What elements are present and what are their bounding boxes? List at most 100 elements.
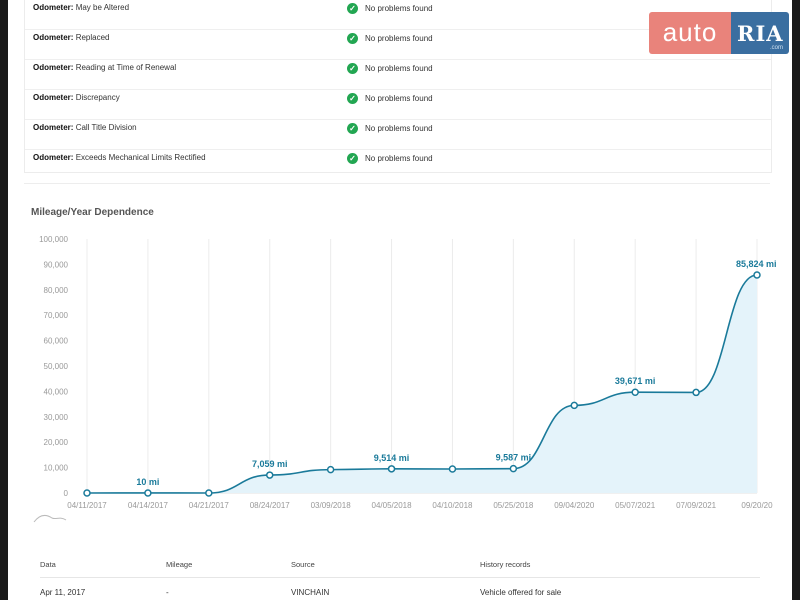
data-point (326, 465, 335, 474)
x-tick-label: 04/21/2017 (189, 501, 230, 510)
x-tick-label: 05/25/2018 (493, 501, 534, 510)
table-cell-date: Apr 11, 2017 (40, 588, 86, 597)
check-status: ✓ No problems found (347, 90, 433, 106)
y-tick-label: 0 (64, 489, 69, 498)
data-label: 7,059 mi (252, 459, 288, 469)
row-divider (25, 59, 771, 60)
data-point (144, 489, 152, 497)
x-tick-label: 04/10/2018 (432, 501, 473, 510)
table-cell-mileage: - (166, 588, 169, 597)
x-tick-label: 04/14/2017 (128, 501, 169, 510)
y-tick-label: 80,000 (44, 286, 69, 295)
table-cell-source: VINCHAIN (291, 588, 330, 597)
check-status: ✓ No problems found (347, 60, 433, 76)
check-label: Odometer: Discrepancy (33, 90, 120, 120)
watermark-auto-text: auto (649, 12, 731, 54)
check-prefix: Odometer: (33, 33, 74, 42)
data-label: 9,514 mi (374, 453, 410, 463)
x-tick-label: 08/24/2017 (250, 501, 291, 510)
check-circle-icon: ✓ (347, 2, 358, 14)
check-prefix: Odometer: (33, 3, 74, 12)
check-row: Odometer: Call Title Division ✓ No proble… (25, 120, 771, 150)
x-tick-label: 03/09/2018 (311, 501, 352, 510)
y-tick-label: 20,000 (44, 438, 69, 447)
data-point (570, 401, 579, 410)
watermark-ria-text: RIA (737, 21, 784, 46)
data-point (692, 388, 700, 397)
data-point (387, 465, 396, 473)
x-tick-label: 09/20/20 (741, 501, 773, 510)
report-page (8, 0, 792, 600)
watermark-ria-box: RIA .com (731, 12, 789, 54)
chart-title: Mileage/Year Dependence (31, 207, 154, 218)
check-row: Odometer: Reading at Time of Renewal ✓ No… (25, 60, 771, 90)
check-name: Call Title Division (75, 123, 137, 132)
row-divider (25, 119, 771, 120)
y-tick-label: 40,000 (44, 387, 69, 396)
y-tick-label: 90,000 (44, 260, 69, 269)
check-status-text: No problems found (365, 63, 433, 73)
table-cell-history-record: Vehicle offered for sale (480, 588, 562, 597)
x-tick-label: 05/07/2021 (615, 501, 656, 510)
mileage-chart-card (24, 183, 770, 529)
check-status-text: No problems found (365, 3, 433, 13)
check-prefix: Odometer: (33, 63, 74, 72)
data-point (205, 489, 213, 497)
area-fill (87, 275, 757, 493)
table-header-source: Source (291, 560, 315, 569)
chart-mini-overview (33, 514, 67, 523)
table-header-divider (40, 577, 760, 578)
data-label: 10 mi (136, 477, 159, 487)
check-status: ✓ No problems found (347, 0, 433, 16)
check-prefix: Odometer: (33, 153, 74, 162)
data-point (509, 464, 518, 473)
check-prefix: Odometer: (33, 93, 74, 102)
check-circle-icon: ✓ (347, 62, 358, 74)
check-row: Odometer: Discrepancy ✓ No problems found (25, 90, 771, 120)
check-label: Odometer: Exceeds Mechanical Limits Rect… (33, 150, 206, 180)
window-frame-left (0, 0, 8, 600)
x-tick-label: 04/11/2017 (67, 501, 107, 510)
data-label: 9,587 mi (496, 453, 532, 463)
data-point (83, 489, 91, 497)
y-tick-label: 100,000 (39, 235, 68, 244)
data-point (753, 271, 761, 279)
table-header-mileage: Mileage (166, 560, 193, 569)
x-tick-label: 04/05/2018 (372, 501, 413, 510)
y-tick-label: 50,000 (44, 362, 69, 371)
table-header-history-records: History records (480, 560, 531, 569)
row-divider (25, 149, 771, 150)
check-circle-icon: ✓ (347, 92, 358, 104)
check-prefix: Odometer: (33, 123, 74, 132)
check-label: Odometer: Replaced (33, 30, 110, 60)
odometer-checks-list: Odometer: May be Altered ✓ No problems fo… (24, 0, 772, 173)
row-divider (25, 29, 771, 30)
check-label: Odometer: May be Altered (33, 0, 129, 30)
check-name: Exceeds Mechanical Limits Rectified (75, 153, 206, 162)
check-name: Replaced (75, 33, 110, 42)
check-name: Reading at Time of Renewal (75, 63, 177, 72)
row-divider (25, 89, 771, 90)
check-label: Odometer: Reading at Time of Renewal (33, 60, 176, 90)
check-row: Odometer: May be Altered ✓ No problems fo… (25, 0, 771, 30)
data-point (631, 388, 639, 396)
y-tick-label: 70,000 (44, 311, 69, 320)
x-tick-label: 07/09/2021 (676, 501, 717, 510)
y-tick-label: 60,000 (44, 337, 69, 346)
check-circle-icon: ✓ (347, 152, 358, 164)
check-circle-icon: ✓ (347, 122, 358, 134)
x-tick-label: 09/04/2020 (554, 501, 595, 510)
check-status-text: No problems found (365, 33, 433, 43)
check-status: ✓ No problems found (347, 120, 433, 136)
check-status: ✓ No problems found (347, 30, 433, 46)
y-tick-label: 10,000 (44, 464, 69, 473)
data-point (448, 465, 457, 473)
watermark-com-text: .com (769, 45, 783, 51)
history-table (24, 550, 770, 600)
check-status-text: No problems found (365, 153, 433, 163)
check-name: May be Altered (75, 3, 130, 12)
table-header-data: Data (40, 560, 56, 569)
check-label: Odometer: Call Title Division (33, 120, 137, 150)
check-circle-icon: ✓ (347, 32, 358, 44)
check-status-text: No problems found (365, 123, 433, 133)
